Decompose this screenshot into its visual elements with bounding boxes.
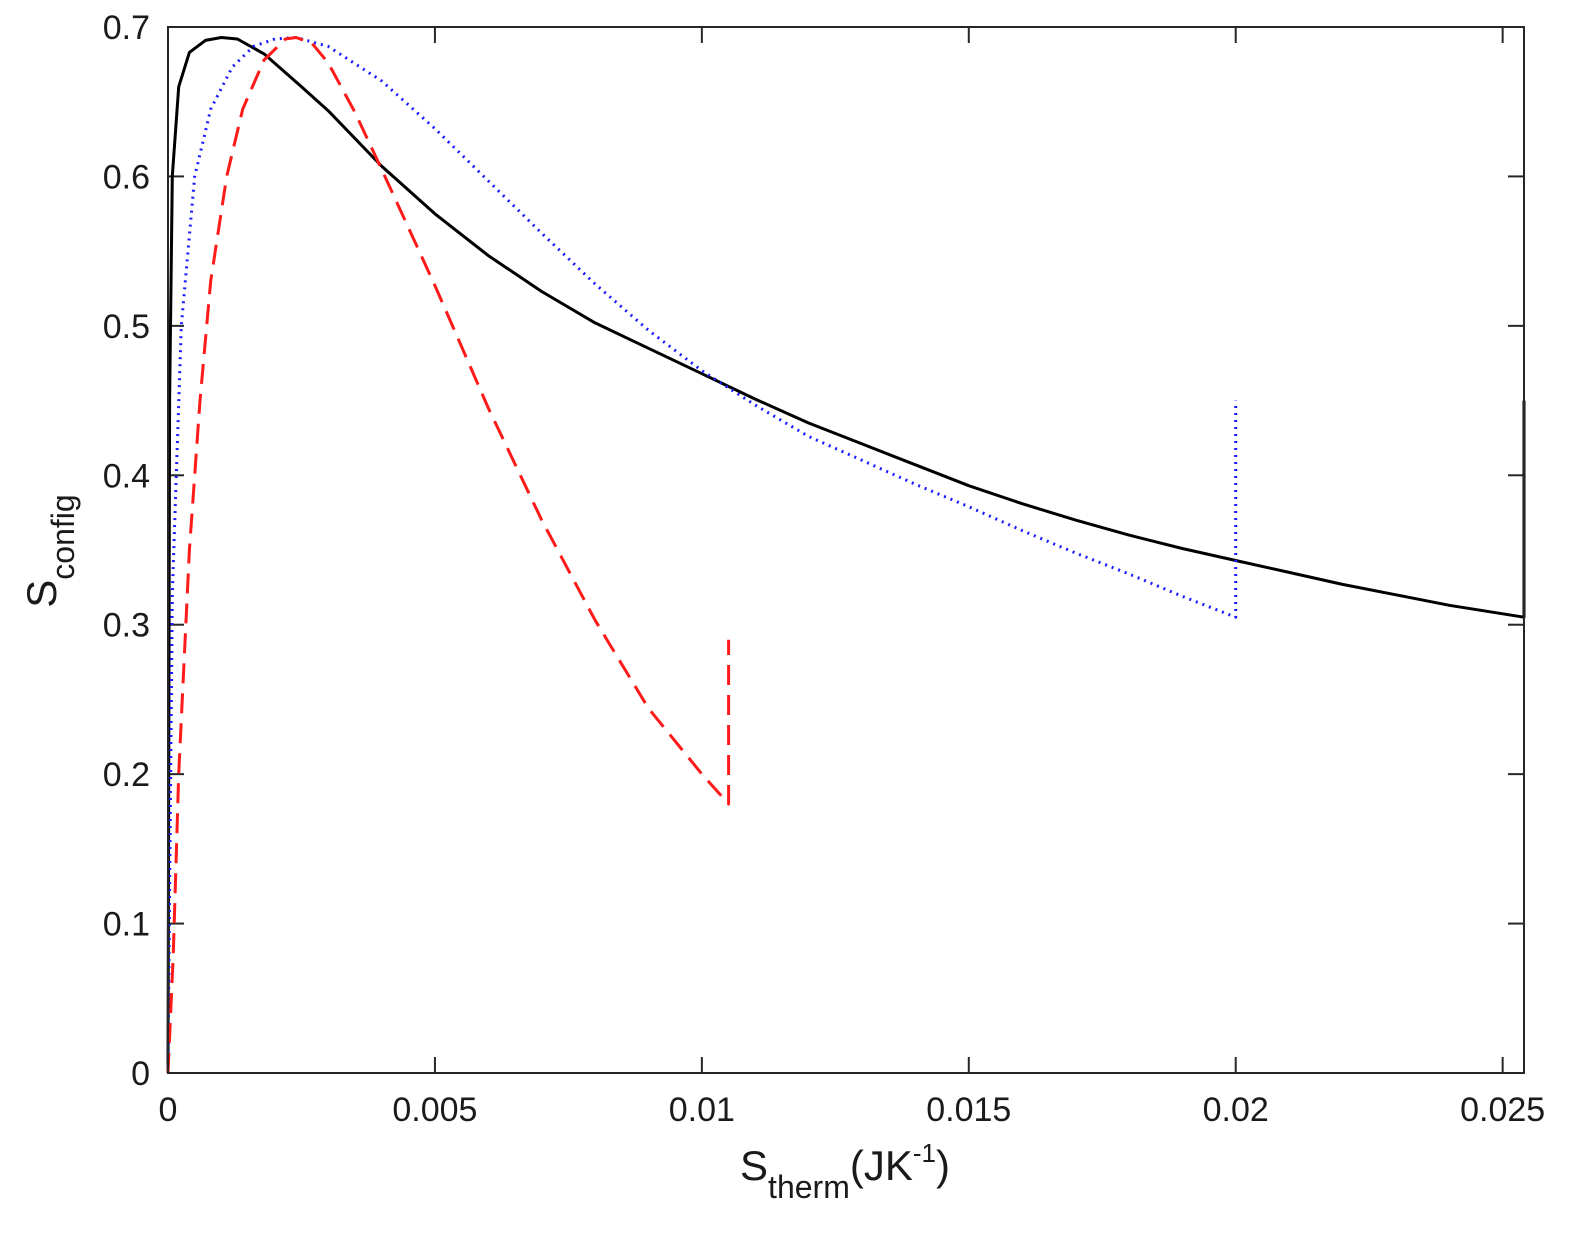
x-axis-label-unit-open: (JK <box>850 1142 913 1189</box>
series-line-solid <box>166 36 1526 1074</box>
tick-labels-layer: 0 0.005 0.01 0.015 0.02 0.025 0 0.1 0.2 0.3 0.4 0.5… <box>103 9 1545 1129</box>
y-tick-label: 0.2 <box>103 756 150 794</box>
ticks-layer <box>167 26 1524 1074</box>
x-axis-label: Stherm(JK-1) <box>740 1138 950 1205</box>
x-tick-label: 0.015 <box>926 1091 1011 1129</box>
y-tick-label: 0.4 <box>103 457 150 495</box>
x-tick-label: 0.005 <box>392 1091 477 1129</box>
y-tick-label: 0.6 <box>103 158 150 196</box>
y-tick-label: 0.5 <box>103 308 150 346</box>
y-tick-label: 0.7 <box>103 9 150 47</box>
y-tick-label: 0 <box>131 1055 150 1093</box>
y-tick-label: 0.3 <box>103 607 150 645</box>
series-line-dotted <box>166 36 1238 1074</box>
y-axis-label-main: S <box>18 580 65 608</box>
x-axis-label-subscript: therm <box>768 1169 850 1205</box>
series-layer <box>166 36 1526 1074</box>
x-tick-label: 0.01 <box>669 1091 735 1129</box>
y-axis-label-subscript: config <box>45 494 81 579</box>
x-axis-label-main: S <box>740 1142 768 1189</box>
y-tick-label: 0.1 <box>103 906 150 944</box>
series-line-dashed <box>166 36 731 1074</box>
x-tick-label: 0.025 <box>1460 1091 1545 1129</box>
x-axis-label-superscript: -1 <box>913 1138 936 1168</box>
x-tick-label: 0 <box>159 1091 178 1129</box>
y-axis-label: Sconfig <box>18 494 81 607</box>
plot-area-frame <box>167 26 1525 1074</box>
x-tick-label: 0.02 <box>1203 1091 1269 1129</box>
x-axis-label-unit-close: ) <box>936 1142 950 1189</box>
